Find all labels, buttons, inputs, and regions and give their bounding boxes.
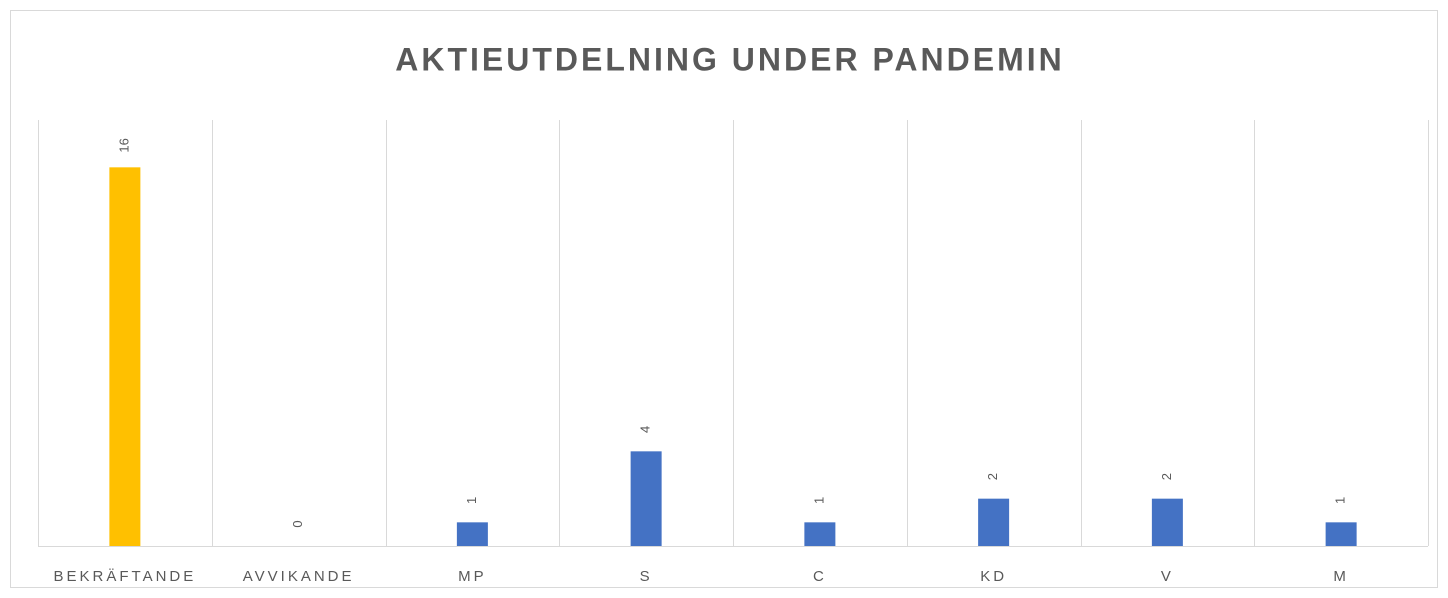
data-label: 4: [638, 426, 653, 433]
bar: [456, 522, 488, 546]
bar: [1325, 522, 1357, 546]
bar: [804, 522, 836, 546]
data-label: 16: [116, 138, 131, 152]
data-label: 0: [290, 520, 305, 527]
bar: [1151, 498, 1183, 546]
x-tick-label: S: [640, 568, 653, 585]
x-tick-label: C: [813, 568, 827, 585]
data-label: 1: [464, 497, 479, 504]
data-label: 2: [985, 473, 1000, 480]
x-tick-label: V: [1161, 568, 1174, 585]
chart-title: AKTIEUTDELNING UNDER PANDEMIN: [395, 41, 1065, 77]
data-label: 1: [1333, 497, 1348, 504]
x-tick-label: KD: [980, 568, 1007, 585]
data-label: 2: [1159, 473, 1174, 480]
data-label: 1: [811, 497, 826, 504]
chart-border: [10, 10, 1438, 588]
bar: [109, 167, 141, 547]
bar: [978, 498, 1010, 546]
x-tick-label: BEKRÄFTANDE: [54, 568, 197, 585]
x-tick-label: MP: [458, 568, 487, 585]
x-tick-label: AVVIKANDE: [243, 568, 355, 585]
x-tick-label: M: [1333, 568, 1349, 585]
bar: [630, 451, 662, 546]
